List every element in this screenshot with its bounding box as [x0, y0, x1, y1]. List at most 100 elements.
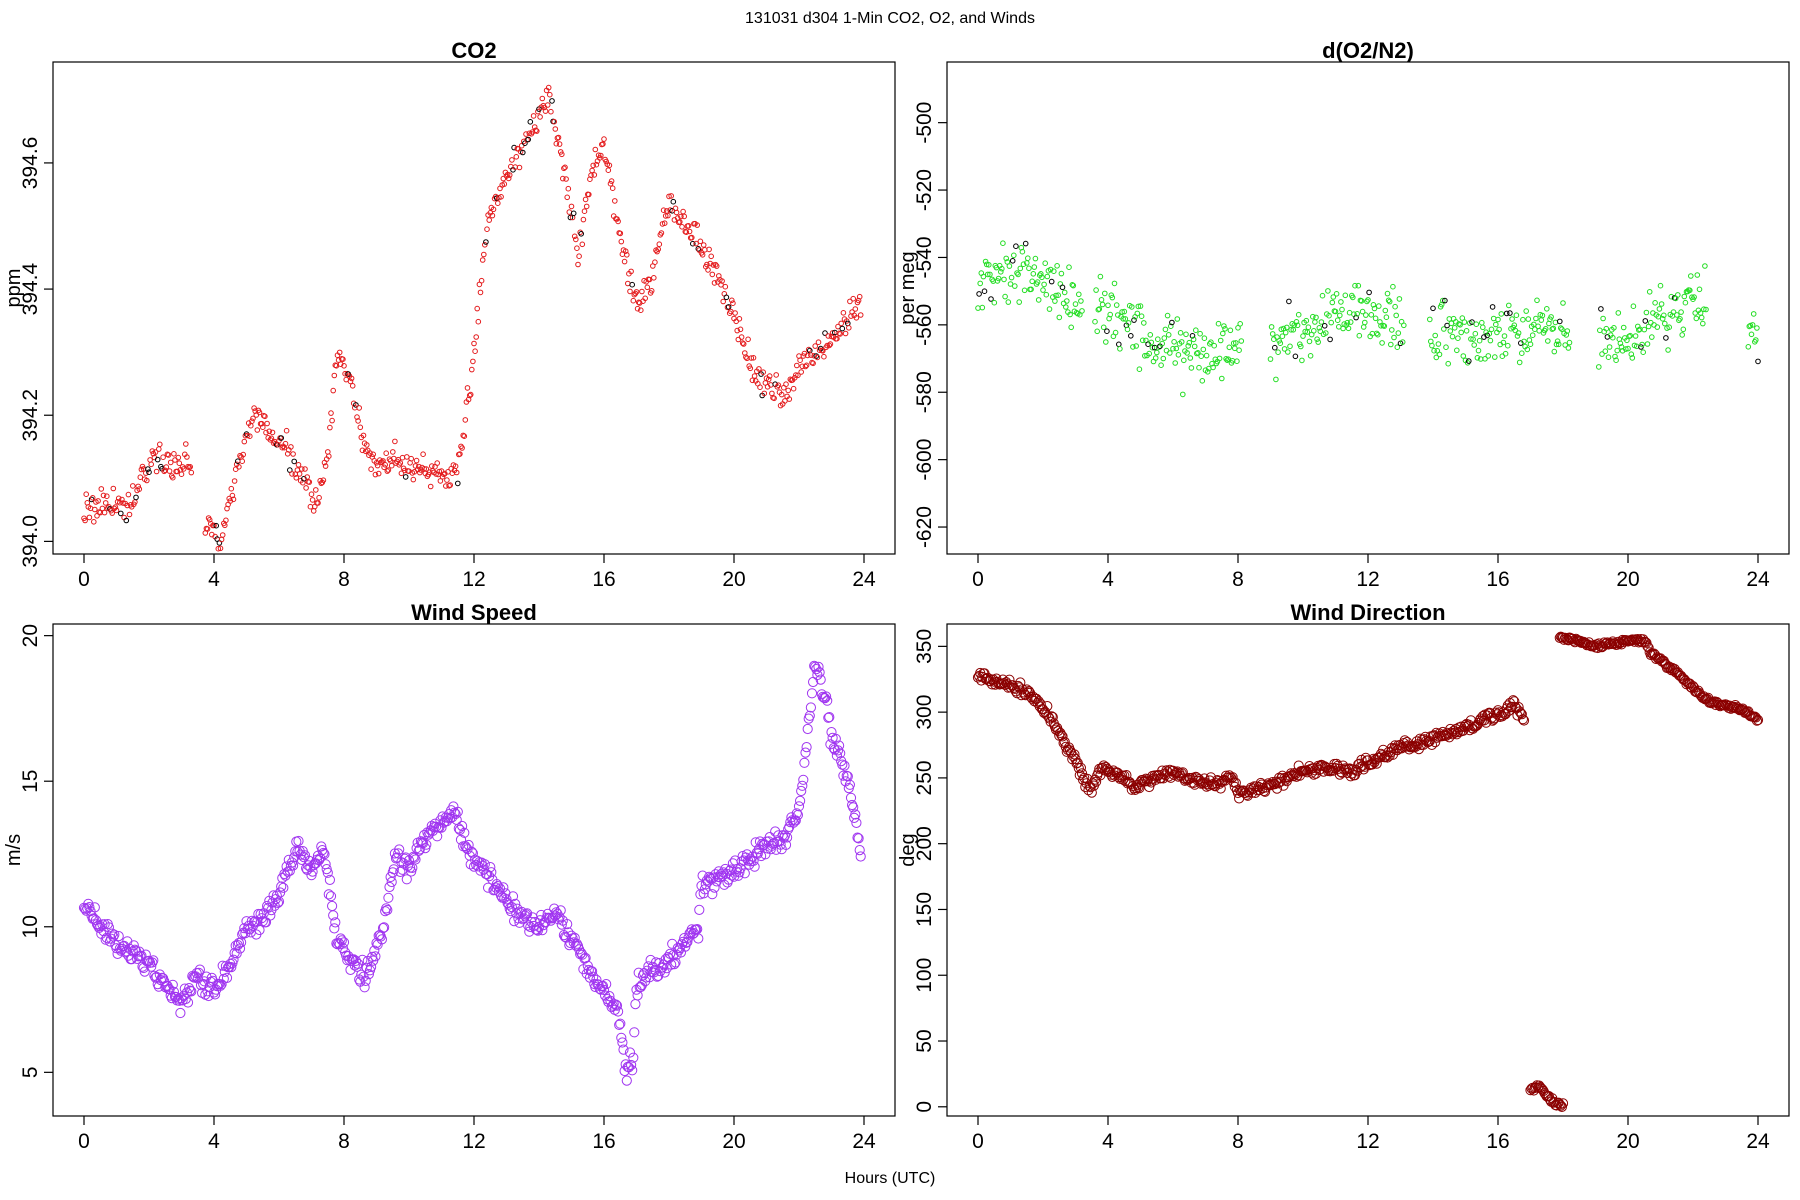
- x-tick-label-o2n2: 8: [1232, 568, 1244, 591]
- x-tick-label-wind-direction: 12: [1356, 1130, 1379, 1153]
- y-tick-label-o2n2: -500: [913, 102, 936, 144]
- data-point-wind-speed: [629, 1027, 640, 1038]
- y-axis-label-co2: ppm: [3, 269, 25, 308]
- data-point-co2: [483, 239, 489, 245]
- data-point-o2n2: [1236, 347, 1242, 354]
- data-point-wind-speed: [165, 990, 176, 1001]
- data-point-co2: [642, 295, 649, 302]
- data-point-co2: [745, 336, 751, 343]
- data-point-wind-direction: [1230, 777, 1241, 789]
- data-point-wind-speed: [289, 852, 300, 863]
- data-point-o2n2: [1188, 365, 1195, 371]
- data-point-o2n2: [1613, 357, 1619, 364]
- data-point-wind-speed: [113, 931, 124, 942]
- data-point-wind-speed: [234, 943, 246, 954]
- data-point-co2: [786, 396, 793, 402]
- data-point-co2: [157, 441, 163, 448]
- data-point-o2n2: [1051, 268, 1057, 275]
- data-point-o2n2: [1363, 312, 1369, 318]
- data-point-wind-speed: [492, 881, 503, 892]
- data-point-o2n2: [1378, 323, 1384, 329]
- data-point-co2: [489, 212, 496, 219]
- data-point-o2n2: [1442, 297, 1448, 304]
- data-point-o2n2: [1031, 264, 1038, 270]
- data-point-wind-speed: [554, 912, 565, 923]
- data-point-co2: [263, 429, 269, 436]
- data-point-co2: [622, 248, 629, 254]
- data-point-co2: [258, 420, 265, 427]
- data-point-co2: [794, 362, 800, 369]
- data-point-co2: [506, 172, 513, 178]
- data-point-co2: [176, 460, 183, 467]
- data-point-o2n2: [1505, 342, 1511, 349]
- data-point-wind-speed: [293, 835, 304, 847]
- data-point-o2n2: [1525, 316, 1532, 322]
- data-point-o2n2: [1376, 303, 1382, 309]
- x-tick-label-co2: 8: [338, 568, 350, 591]
- data-point-co2: [660, 207, 667, 213]
- data-point-wind-direction: [1046, 711, 1057, 722]
- data-point-o2n2: [1639, 341, 1645, 348]
- data-point-co2: [846, 325, 852, 331]
- data-point-co2: [232, 466, 239, 473]
- data-point-o2n2: [1554, 338, 1561, 345]
- data-point-wind-speed: [658, 959, 669, 970]
- data-point-co2: [218, 536, 225, 543]
- panel-title-co2: CO2: [451, 38, 496, 63]
- data-point-wind-speed: [236, 937, 247, 948]
- data-point-o2n2: [1562, 342, 1568, 348]
- y-tick-label-o2n2: -580: [913, 371, 936, 413]
- data-point-wind-speed: [394, 844, 405, 855]
- data-point-wind-speed: [552, 908, 563, 920]
- data-point-o2n2: [1175, 352, 1182, 358]
- data-point-wind-direction: [1392, 745, 1403, 756]
- data-point-co2: [188, 469, 195, 476]
- data-point-o2n2: [1015, 271, 1021, 278]
- data-point-co2: [734, 327, 741, 334]
- data-point-co2: [606, 162, 613, 169]
- data-point-co2: [565, 185, 572, 192]
- data-point-o2n2: [1617, 340, 1624, 347]
- data-point-wind-speed: [780, 839, 792, 851]
- data-point-o2n2: [1210, 364, 1216, 371]
- data-point-o2n2: [1370, 302, 1377, 308]
- data-point-o2n2: [1435, 341, 1442, 347]
- data-point-o2n2: [999, 265, 1005, 272]
- data-point-wind-speed: [383, 892, 394, 903]
- data-point-wind-speed: [301, 863, 312, 874]
- x-tick-label-co2: 20: [722, 568, 745, 591]
- data-point-co2: [110, 485, 117, 492]
- data-point-o2n2: [1233, 340, 1239, 346]
- data-point-o2n2: [1168, 323, 1174, 330]
- data-point-wind-speed: [450, 808, 461, 820]
- data-point-o2n2: [1323, 330, 1329, 336]
- data-point-wind-speed: [588, 971, 599, 982]
- data-point-wind-direction: [1507, 701, 1518, 712]
- data-point-o2n2: [1495, 316, 1501, 323]
- x-tick-label-co2: 4: [208, 568, 220, 591]
- data-point-o2n2: [1196, 364, 1202, 371]
- data-point-co2: [805, 346, 812, 353]
- data-point-co2: [750, 355, 757, 361]
- data-point-wind-speed: [276, 881, 287, 892]
- data-point-co2: [583, 203, 590, 210]
- data-point-o2n2: [1107, 311, 1113, 318]
- data-point-o2n2: [1275, 349, 1281, 356]
- data-point-co2: [722, 283, 729, 290]
- data-point-o2n2: [1332, 308, 1339, 315]
- data-point-co2: [340, 356, 346, 363]
- data-point-co2: [607, 180, 614, 187]
- data-point-wind-speed: [601, 979, 612, 990]
- data-point-co2: [552, 126, 559, 132]
- data-point-co2: [330, 387, 337, 394]
- data-point-wind-speed: [401, 874, 412, 885]
- y-tick-label-wind-direction: 100: [913, 958, 936, 993]
- data-point-o2n2: [1329, 299, 1336, 306]
- data-point-co2: [797, 357, 803, 364]
- data-point-co2: [694, 222, 701, 228]
- data-point-wind-direction: [1752, 714, 1764, 726]
- data-point-co2: [498, 194, 504, 200]
- data-point-co2: [178, 471, 185, 478]
- data-point-o2n2: [1028, 286, 1034, 293]
- data-point-o2n2: [1460, 353, 1467, 359]
